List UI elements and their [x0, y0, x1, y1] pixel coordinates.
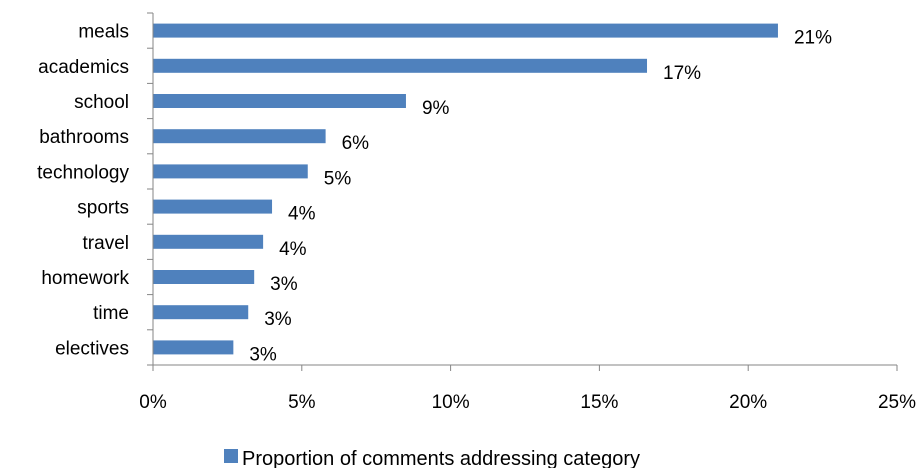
x-tick-label: 20%: [729, 392, 767, 413]
data-label-school: 9%: [422, 98, 450, 119]
bar-technology: [153, 164, 308, 179]
bars-layer: [153, 23, 778, 355]
category-label-school: school: [74, 92, 129, 113]
category-label-technology: technology: [37, 162, 129, 183]
x-tick-label: 15%: [580, 392, 618, 413]
x-tick-label: 10%: [432, 392, 470, 413]
category-label-bathrooms: bathrooms: [39, 127, 129, 148]
data-label-electives: 3%: [249, 344, 277, 365]
bar-homework: [153, 270, 255, 284]
bar-bathrooms: [153, 129, 326, 144]
x-tick-label: 25%: [878, 392, 916, 413]
bar-electives: [153, 340, 234, 355]
category-label-homework: homework: [41, 268, 129, 289]
category-label-time: time: [93, 303, 129, 324]
legend-swatch: [224, 449, 238, 463]
data-label-meals: 21%: [794, 28, 832, 49]
category-label-academics: academics: [38, 57, 129, 78]
bar-time: [153, 305, 249, 320]
data-label-time: 3%: [264, 309, 292, 330]
data-label-sports: 4%: [288, 204, 316, 225]
x-tick-label: 5%: [288, 392, 316, 413]
data-label-bathrooms: 6%: [342, 133, 370, 154]
category-label-travel: travel: [83, 233, 129, 254]
bar-travel: [153, 234, 264, 249]
axes-layer: [147, 12, 898, 371]
bar-meals: [153, 23, 778, 38]
legend-label: Proportion of comments addressing catego…: [242, 448, 640, 468]
data-label-homework: 3%: [270, 274, 298, 295]
bar-academics: [153, 58, 648, 73]
x-tick-label: 0%: [139, 392, 167, 413]
bar-school: [153, 94, 406, 108]
category-label-sports: sports: [77, 198, 129, 219]
data-label-technology: 5%: [324, 168, 352, 189]
category-label-meals: meals: [78, 22, 129, 43]
data-label-travel: 4%: [279, 239, 307, 260]
legend: Proportion of comments addressing catego…: [224, 448, 640, 468]
category-label-electives: electives: [55, 338, 129, 359]
bar-sports: [153, 199, 273, 214]
labels-layer: meals 21% academics 17% school 9% bathrooms 6% t…: [37, 22, 916, 413]
data-label-academics: 17%: [663, 63, 701, 84]
